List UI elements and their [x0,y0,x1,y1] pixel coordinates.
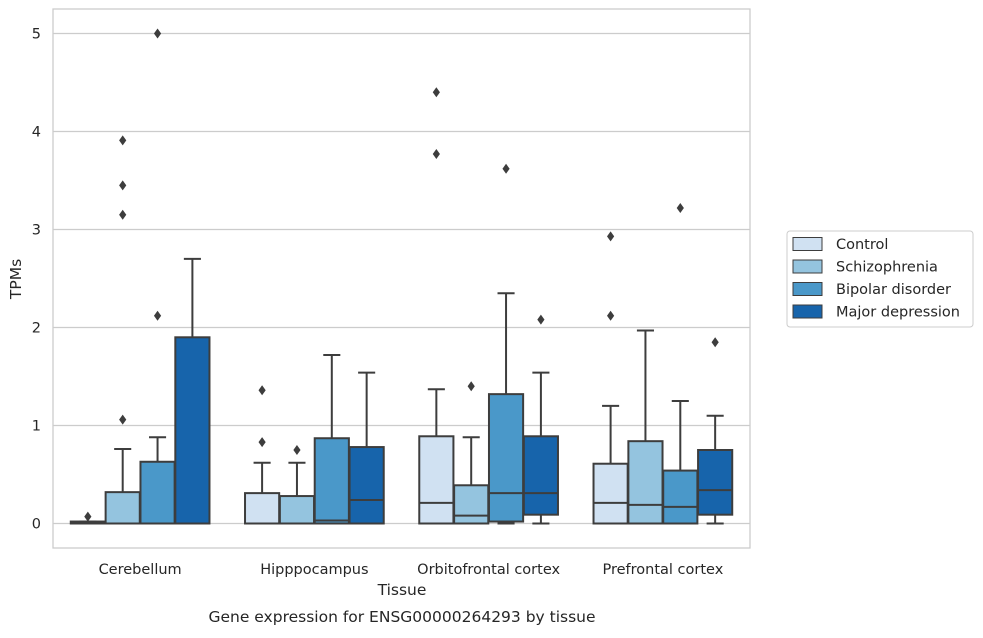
x-tick-label: Orbitofrontal cortex [417,562,560,578]
y-tick-label: 1 [32,419,41,435]
outlier-point [676,202,684,213]
box-iqr [278,495,316,525]
box-plot-box [244,385,281,525]
chart-caption: Gene expression for ENSG00000264293 by t… [208,608,595,626]
legend-swatch [792,282,823,296]
box-iqr [453,484,490,525]
outlier-point [119,180,127,191]
box-iqr [522,435,559,516]
box-plot-box [348,371,385,525]
outlier-point [153,310,162,321]
box-iqr [697,449,734,516]
outlier-point [258,385,266,396]
outlier-point [537,314,545,325]
y-tick-label: 2 [32,321,41,337]
box-iqr [244,492,281,525]
box-iqr [104,491,141,525]
box-plot-box [69,511,106,525]
legend-swatch [792,237,823,251]
box-plot-box [139,28,176,525]
box-groups [69,28,734,525]
outlier-point [119,135,127,146]
box-iqr [174,336,211,525]
y-tick-label: 5 [32,27,41,43]
box-iqr [313,437,350,525]
legend-label: Bipolar disorder [836,282,951,298]
box-iqr [487,393,525,523]
box-plot-box [453,381,490,525]
x-axis-label: Tissue [377,581,427,599]
y-tick-labels: 0 1 2 3 4 5 [32,27,41,533]
y-tick-label: 4 [32,125,41,141]
box-plot-box [627,329,664,525]
outlier-point [258,437,266,448]
legend-label: Schizophrenia [836,260,938,276]
outlier-point [153,28,162,39]
y-tick-label: 0 [32,517,41,533]
x-tick-label: Hipppocampus [260,562,368,578]
outlier-point [432,87,440,98]
outlier-point [502,163,510,174]
x-tick-label: Cerebellum [99,562,182,578]
outlier-point [607,231,615,242]
outlier-point [119,209,127,220]
box-plot-box [278,445,316,525]
legend-label: Major depression [836,305,960,321]
box-iqr [348,446,385,525]
outlier-point [119,414,127,425]
box-iqr [139,460,176,525]
box-plot-box [313,353,350,525]
box-iqr [627,440,664,525]
outlier-point [432,149,440,160]
box-plot-box [522,314,559,525]
legend: Control Schizophrenia Bipolar disorder Majo… [786,230,974,328]
legend-swatch [792,259,823,274]
box-plot-box [697,337,734,525]
legend-swatch [792,304,823,319]
box-iqr [418,435,455,525]
legend-label: Control [836,237,888,253]
x-tick-labels: Cerebellum Hipppocampus Orbitofrontal cort… [99,562,724,578]
box-plot-box [174,257,211,525]
y-tick-label: 3 [32,223,41,239]
outlier-point [467,381,475,392]
box-plot-box [592,231,629,525]
box-plot-box [418,87,455,525]
box-iqr [662,469,699,525]
outlier-point [84,511,92,522]
outlier-point [607,310,615,321]
plot-frame [52,8,751,549]
outlier-point [293,445,301,455]
box-plot-box [487,163,525,525]
x-tick-label: Prefrontal cortex [602,562,723,578]
outlier-point [711,337,719,348]
legend-frame [786,230,974,328]
y-axis-label: TPMs [7,259,25,300]
box-iqr [592,462,629,525]
